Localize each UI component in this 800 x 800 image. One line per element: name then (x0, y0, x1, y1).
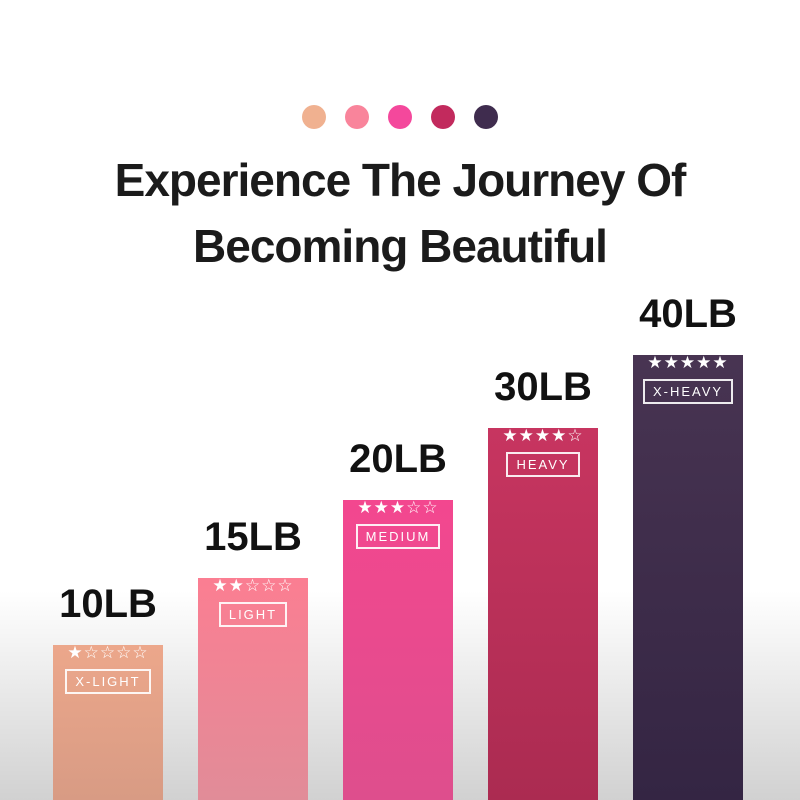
page-title-line2: Becoming Beautiful (193, 220, 608, 272)
resistance-level-badge: X-HEAVY (642, 379, 734, 404)
bar-column: 20LB ★★★☆☆ MEDIUM (343, 439, 453, 800)
bar-weight-label: 30LB (494, 365, 592, 409)
bar-weight-label: 40LB (639, 292, 737, 336)
bar-weight-label: 10LB (59, 582, 157, 626)
resistance-band-bar: ★★★☆☆ MEDIUM (343, 500, 453, 800)
resistance-level-badge: HEAVY (506, 452, 580, 477)
bar-column: 10LB ★☆☆☆☆ X-LIGHT (53, 584, 163, 800)
star-rating-icon: ★☆☆☆☆ (67, 643, 149, 663)
bar-column: 40LB ★★★★★ X-HEAVY (633, 294, 743, 800)
bar-weight-label: 15LB (204, 515, 302, 559)
star-rating-icon: ★★★★★ (647, 353, 729, 373)
x-heavy-dot (474, 105, 498, 129)
star-rating-icon: ★★★☆☆ (357, 498, 439, 518)
resistance-band-bar: ★★☆☆☆ LIGHT (198, 578, 308, 800)
star-rating-icon: ★★★★☆ (502, 426, 584, 446)
resistance-level-badge: MEDIUM (355, 524, 441, 549)
resistance-level-badge: LIGHT (218, 602, 288, 627)
bar-weight-label: 20LB (349, 437, 447, 481)
heavy-dot (431, 105, 455, 129)
bar-column: 30LB ★★★★☆ HEAVY (488, 367, 598, 800)
page-title-line1: Experience The Journey Of (114, 154, 687, 206)
medium-dot (388, 105, 412, 129)
page-title: Experience The Journey Of Becoming Beaut… (0, 147, 800, 279)
resistance-band-bar: ★★★★☆ HEAVY (488, 428, 598, 800)
light-dot (345, 105, 369, 129)
star-rating-icon: ★★☆☆☆ (212, 576, 294, 596)
x-light-dot (302, 105, 326, 129)
palette-dots (0, 105, 800, 129)
bar-column: 15LB ★★☆☆☆ LIGHT (198, 517, 308, 800)
resistance-level-badge: X-LIGHT (65, 669, 151, 694)
resistance-band-bar: ★☆☆☆☆ X-LIGHT (53, 645, 163, 800)
resistance-band-bar: ★★★★★ X-HEAVY (633, 355, 743, 800)
